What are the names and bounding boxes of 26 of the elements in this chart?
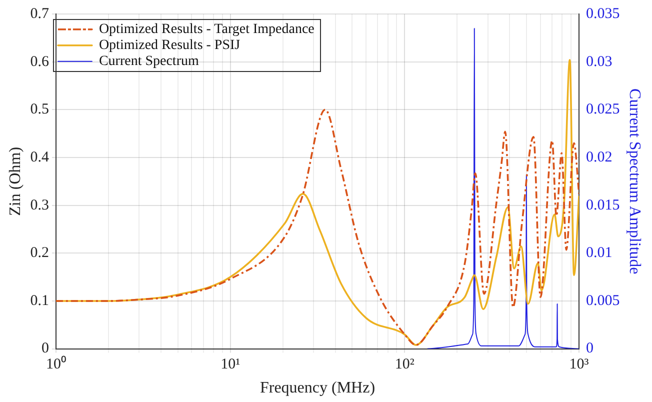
x-tick-label: 10⁰ [46,356,66,373]
y2-tick-label: 0.005 [586,292,620,309]
x-tick-label: 10¹ [220,356,240,373]
legend-label: Optimized Results - PSIJ [98,38,241,54]
y-axis-title: Zin (Ohm) [6,146,24,216]
y-tick-label: 0.7 [30,6,50,22]
legend-label: Current Spectrum [98,54,199,70]
y2-tick-label: 0.035 [586,6,620,22]
y-tick-label: 0.4 [30,149,50,166]
y2-tick-label: 0.02 [586,149,612,166]
y2-axis-title: Current Spectrum Amplitude [626,88,644,274]
y-tick-label: 0.5 [30,102,49,118]
y-tick-label: 0.2 [30,245,49,262]
x-tick-label: 10² [394,356,415,373]
y-tick-label: 0 [41,340,49,357]
y-tick-label: 0.1 [30,292,49,309]
y2-tick-label: 0.025 [586,102,620,118]
y2-tick-label: 0.015 [586,197,620,214]
y-tick-label: 0.6 [30,54,50,70]
x-axis-title: Frequency (MHz) [260,380,376,397]
x-tick-label: 10³ [569,356,590,373]
legend-label: Optimized Results - Target Impedance [98,22,314,38]
y2-tick-label: 0.01 [586,245,612,262]
y2-tick-label: 0.03 [586,54,612,70]
y2-tick-label: 0 [586,340,594,357]
y-tick-label: 0.3 [30,197,49,214]
